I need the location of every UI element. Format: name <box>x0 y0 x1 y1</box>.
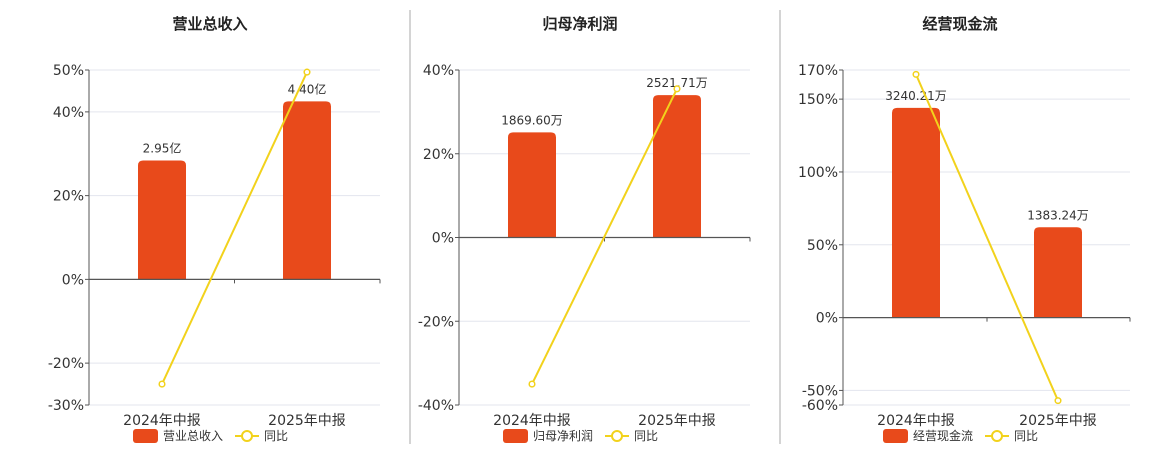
chart-1-bar-label-2: 4.40亿 <box>288 81 327 96</box>
chart-3-ytick-label: 100% <box>798 165 838 181</box>
chart-1-yoy-line <box>161 71 308 385</box>
chart-3-legend-bar-label[interactable]: 经营现金流 <box>913 428 973 443</box>
chart-1-ytick-label: -30% <box>48 398 84 414</box>
chart-1-bar-label-1: 2.95亿 <box>143 140 182 155</box>
chart-2-category-label: 2025年中报 <box>638 413 716 429</box>
chart-3-title: 经营现金流 <box>922 15 997 33</box>
chart-1-ytick-label: 0% <box>62 272 84 288</box>
chart-2-bar-label-1: 1869.60万 <box>501 113 563 127</box>
chart-3-ytick-label: 170% <box>798 63 838 79</box>
chart-2-ytick-label: 20% <box>423 147 454 163</box>
chart-3-bar-1 <box>892 107 940 318</box>
chart-2: 归母净利润 40% 20% 0% -20% -40% 1869.60万 2521.71万 202… <box>418 15 751 443</box>
chart-2-title: 归母净利润 <box>542 15 617 33</box>
chart-3-ytick-label: 150% <box>798 92 838 108</box>
chart-3-bar-label-1: 3240.21万 <box>885 89 947 103</box>
chart-1: 营业总收入 50% 40% 20% 0% -20% -30% 2.95亿 4.40亿 2024年中… <box>48 15 381 443</box>
chart-1-legend-bar-label[interactable]: 营业总收入 <box>163 429 223 443</box>
chart-1-title: 营业总收入 <box>172 15 247 33</box>
chart-3-legend-line-marker <box>991 430 1003 442</box>
chart-3-ytick-label: 50% <box>807 238 838 254</box>
chart-3-yoy-point-1 <box>912 70 920 78</box>
chart-2-bar-1 <box>508 132 556 238</box>
chart-3-ytick-label: 0% <box>816 311 838 327</box>
chart-3: 经营现金流 170% 150% 100% 50% 0% -50%-60% 3240.21万 13… <box>798 15 1131 443</box>
chart-1-legend-bar-swatch[interactable] <box>133 429 158 443</box>
chart-2-yoy-point-2 <box>673 85 681 93</box>
chart-1-category-label: 2024年中报 <box>123 413 201 429</box>
chart-3-yoy-point-2 <box>1054 397 1062 405</box>
chart-3-legend-line-label[interactable]: 同比 <box>1014 429 1038 443</box>
chart-1-ytick-label: 50% <box>53 63 84 79</box>
chart-2-ytick-label: 40% <box>423 63 454 79</box>
chart-2-legend-bar-swatch[interactable] <box>503 429 528 443</box>
chart-1-bar-2 <box>283 101 331 280</box>
chart-2-yoy-line <box>531 88 678 385</box>
chart-3-legend-bar-swatch[interactable] <box>883 429 908 443</box>
chart-2-category-label: 2024年中报 <box>493 413 571 429</box>
chart-2-bar-label-2: 2521.71万 <box>646 76 708 90</box>
chart-1-ytick-label: 20% <box>53 189 84 205</box>
chart-2-ytick-label: -40% <box>418 398 454 414</box>
chart-1-legend-line-marker <box>241 430 253 442</box>
chart-3-category-label: 2025年中报 <box>1019 413 1097 429</box>
chart-1-ytick-label: 40% <box>53 105 84 121</box>
chart-1-yoy-point-2 <box>303 68 311 76</box>
chart-1-bar-1 <box>138 160 186 280</box>
chart-1-legend-line-label[interactable]: 同比 <box>264 429 288 443</box>
chart-2-legend-line-label[interactable]: 同比 <box>634 429 658 443</box>
chart-2-bar-2 <box>653 95 701 238</box>
chart-2-ytick-label: 0% <box>432 231 454 247</box>
chart-3-bar-2 <box>1034 227 1082 318</box>
chart-3-ytick-label: -50% <box>802 383 838 399</box>
chart-3-yoy-line <box>915 73 1059 402</box>
chart-1-category-label: 2025年中报 <box>268 413 346 429</box>
chart-3-ytick-label: -60% <box>802 398 838 414</box>
chart-2-legend-bar-label[interactable]: 归母净利润 <box>533 429 593 443</box>
chart-1-ytick-label: -20% <box>48 356 84 372</box>
chart-2-yoy-point-1 <box>528 380 536 388</box>
chart-3-bar-label-2: 1383.24万 <box>1027 208 1089 222</box>
chart-1-yoy-point-1 <box>158 380 166 388</box>
chart-2-ytick-label: -20% <box>418 314 454 330</box>
chart-2-legend-line-marker <box>611 430 623 442</box>
chart-3-category-label: 2024年中报 <box>877 413 955 429</box>
